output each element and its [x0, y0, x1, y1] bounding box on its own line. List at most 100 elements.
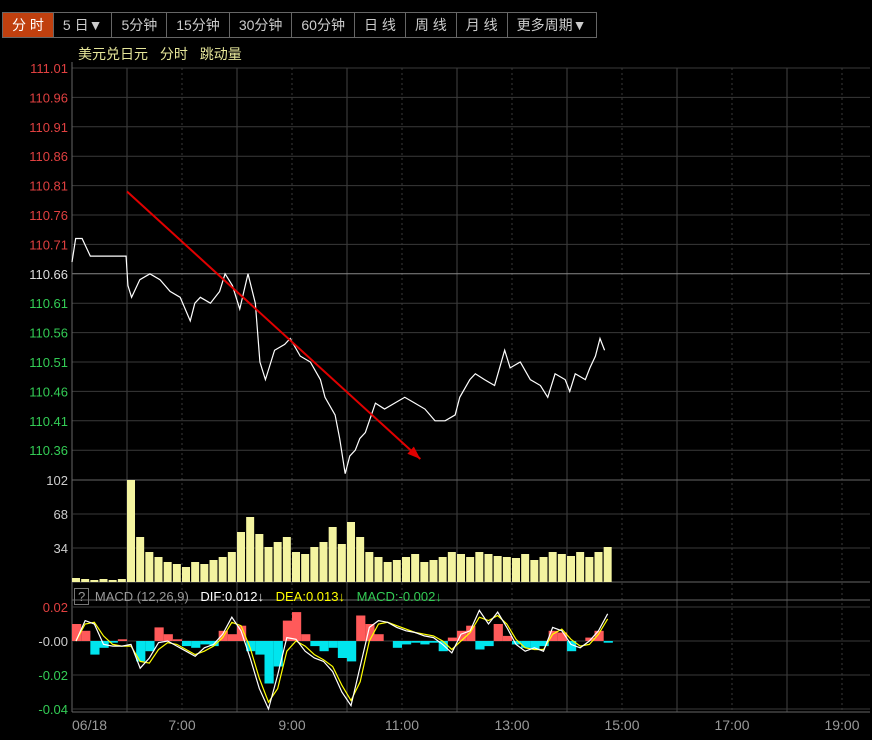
macd-histogram-bar	[557, 632, 568, 641]
price-tick-label: 110.46	[29, 384, 68, 399]
macd-histogram-bar	[502, 635, 513, 641]
period-button[interactable]: 60分钟	[291, 12, 355, 38]
volume-bar	[383, 562, 392, 582]
time-tick-label: 9:00	[278, 717, 305, 733]
period-button[interactable]: 5分钟	[111, 12, 168, 38]
volume-bar	[594, 552, 603, 582]
macd-histogram-bar	[292, 612, 302, 641]
macd-histogram-bar	[337, 641, 348, 658]
volume-bar	[484, 554, 493, 582]
volume-bar	[512, 558, 520, 582]
volume-bar	[548, 552, 557, 582]
macd-histogram-bar	[328, 641, 338, 648]
indicator-name: 跳动量	[199, 46, 242, 62]
volume-tick-label: 68	[54, 507, 68, 522]
macd-histogram-bar	[392, 641, 403, 648]
volume-bar	[438, 557, 447, 582]
volume-bar	[475, 552, 484, 582]
trend-arrow-line	[126, 190, 422, 460]
volume-bar	[493, 556, 502, 582]
period-button[interactable]: 日 线	[353, 12, 406, 38]
volume-bar	[264, 547, 273, 582]
macd-histogram-bar	[420, 641, 430, 645]
volume-bar	[447, 552, 456, 582]
volume-bar	[246, 517, 255, 582]
volume-bar	[411, 554, 420, 582]
price-tick-label: 110.81	[29, 179, 68, 194]
macd-histogram-bar	[530, 641, 540, 650]
macd-histogram-bar	[475, 641, 485, 650]
volume-bar	[163, 562, 172, 582]
macd-histogram-bar	[136, 641, 146, 662]
volume-bar	[402, 557, 410, 582]
macd-histogram-bar	[72, 624, 82, 641]
macd-histogram-bar	[310, 641, 320, 647]
macd-histogram-bar	[145, 641, 155, 652]
volume-bar	[466, 557, 475, 582]
volume-bar	[136, 537, 145, 582]
macd-histogram-bar	[429, 641, 439, 643]
volume-bar	[576, 552, 585, 582]
volume-bar	[172, 564, 181, 582]
period-button[interactable]: 更多周期▼	[506, 12, 597, 38]
volume-bar	[108, 580, 117, 582]
period-button[interactable]: 15分钟	[166, 12, 230, 38]
macd-histogram-bar	[182, 641, 192, 647]
price-tick-label: 110.96	[29, 90, 68, 105]
macd-tick-label: -0.00	[38, 634, 68, 649]
period-button[interactable]: 周 线	[404, 12, 457, 38]
volume-bar	[99, 579, 108, 582]
macd-histogram-bar	[365, 624, 375, 641]
period-button[interactable]: 分 时	[2, 12, 54, 38]
macd-histogram-bar	[411, 641, 421, 643]
volume-bar	[81, 579, 90, 582]
price-tick-label: 110.51	[29, 355, 68, 370]
volume-bar	[420, 562, 429, 582]
volume-bar	[191, 562, 200, 582]
volume-bar	[557, 554, 566, 582]
macd-histogram-bar	[594, 630, 604, 641]
volume-bar	[127, 480, 135, 582]
period-button[interactable]: 30分钟	[228, 12, 293, 38]
volume-bar	[319, 542, 328, 582]
macd-histogram-bar	[301, 634, 311, 641]
chart-title: 美元兑日元 分时 跳动量	[78, 44, 250, 64]
dea-line	[75, 614, 609, 704]
time-tick-label: 06/18	[72, 717, 107, 733]
macd-histogram-bar	[493, 624, 503, 641]
chart-mode: 分时	[159, 46, 188, 62]
period-button[interactable]: 月 线	[455, 12, 508, 38]
macd-histogram-bar	[374, 634, 384, 641]
dif-line	[75, 609, 609, 711]
macd-histogram-bar	[402, 641, 412, 645]
price-tick-label: 110.36	[29, 443, 68, 458]
volume-bar	[521, 554, 530, 582]
time-tick-label: 17:00	[714, 717, 749, 733]
help-button[interactable]: ?	[74, 588, 90, 605]
macd-histogram-bar	[191, 641, 201, 648]
volume-bar	[539, 557, 548, 582]
macd-histogram-bar	[603, 641, 613, 643]
macd-histogram-bar	[264, 641, 274, 684]
volume-bar	[567, 556, 575, 582]
time-tick-label: 13:00	[494, 717, 529, 733]
macd-histogram-bar	[172, 639, 183, 641]
volume-bar	[117, 579, 126, 582]
price-tick-label: 110.71	[29, 237, 68, 252]
price-tick-label: 110.61	[29, 296, 68, 311]
period-button[interactable]: 5 日▼	[52, 12, 113, 38]
volume-tick-label: 34	[54, 541, 68, 556]
macd-histogram-bar	[319, 641, 329, 652]
macd-histogram-bar	[539, 641, 549, 647]
volume-bar	[457, 554, 465, 582]
time-tick-label: 11:00	[385, 717, 419, 733]
macd-histogram-bar	[521, 641, 531, 648]
volume-tick-label: 102	[46, 473, 68, 488]
time-tick-label: 7:00	[168, 717, 195, 733]
volume-bar	[502, 557, 511, 582]
volume-bar	[154, 557, 163, 582]
macd-histogram-bar	[154, 627, 164, 641]
macd-histogram-bar	[282, 620, 293, 641]
macd-histogram-bar	[512, 641, 522, 645]
